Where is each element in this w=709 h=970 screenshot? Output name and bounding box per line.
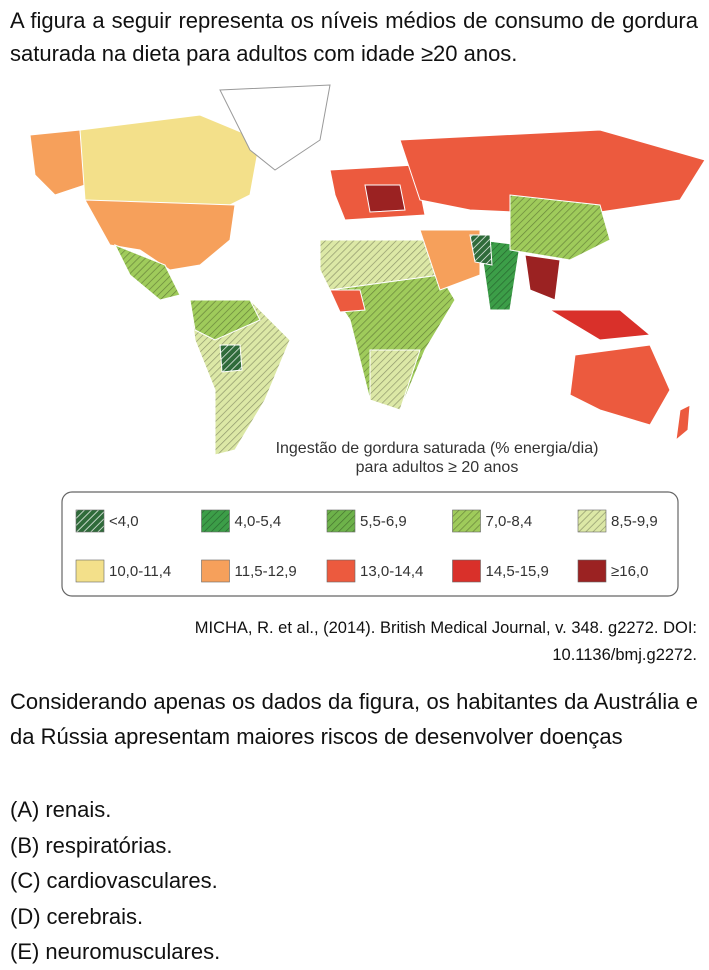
region-southern-africa xyxy=(369,349,421,411)
region-russia xyxy=(399,129,706,216)
legend-swatch xyxy=(326,559,356,583)
region-bolivia xyxy=(219,344,243,373)
legend: <4,0 4,0-5,4 5,5-6,9 7,0-8,4 8,5-9,9 10,0-11,… xyxy=(75,509,658,583)
question-text: Considerando apenas os dados da figura, … xyxy=(10,689,698,749)
option-text: renais. xyxy=(45,797,112,822)
region-middle-east xyxy=(419,229,481,291)
option-text: cardiovasculares. xyxy=(46,868,218,893)
region-alaska xyxy=(29,129,86,196)
legend-swatch xyxy=(452,559,481,583)
legend-swatch xyxy=(452,509,481,533)
region-indonesia xyxy=(548,309,652,341)
option-text: cerebrais. xyxy=(46,903,144,929)
option: (E) neuromusculares. xyxy=(10,934,220,970)
option: (B) respiratórias. xyxy=(10,828,220,864)
region-australia xyxy=(569,344,671,426)
map-figure: Ingestão de gordura saturada (% energia/… xyxy=(29,84,706,597)
citation: MICHA, R. et al., (2014). British Medica… xyxy=(195,615,697,669)
option-letter: (E) xyxy=(10,939,40,964)
world-map xyxy=(29,84,706,456)
legend-label: ≥16,0 xyxy=(611,563,648,580)
region-west-africa xyxy=(329,289,366,313)
options: (A) renais. (B) respiratórias. (C) cardiovasc… xyxy=(10,792,220,970)
intro-text: A figura a seguir representa os níveis m… xyxy=(10,8,698,66)
option: (C) cardiovasculares. xyxy=(10,863,220,899)
option-letter: (B) xyxy=(10,832,40,858)
legend-swatch xyxy=(326,509,356,533)
option-letter: (C) xyxy=(10,868,41,893)
region-south-america-north xyxy=(189,299,261,341)
region-southeast-asia xyxy=(524,254,561,301)
citation-line: MICHA, R. et al., (2014). British Medica… xyxy=(194,619,697,637)
option-text: respiratórias. xyxy=(45,832,173,858)
legend-swatch xyxy=(201,559,230,583)
legend-label: <4,0 xyxy=(109,513,139,530)
option-letter: (D) xyxy=(10,903,41,929)
option-text: neuromusculares. xyxy=(45,939,221,964)
legend-label: 10,0-11,4 xyxy=(109,563,171,580)
legend-caption: para adultos ≥ 20 anos xyxy=(356,459,519,476)
legend-caption: Ingestão de gordura saturada (% energia/… xyxy=(276,440,599,457)
citation-line: 10.1136/bmj.g2272. xyxy=(552,646,697,664)
option: (D) cerebrais. xyxy=(10,899,220,935)
legend-label: 14,5-15,9 xyxy=(486,563,549,580)
region-central-europe xyxy=(364,184,406,213)
region-greenland xyxy=(219,84,331,171)
region-new-zealand xyxy=(675,404,691,442)
option: (A) renais. xyxy=(10,792,220,828)
legend-label: 11,5-12,9 xyxy=(235,563,297,580)
legend-swatch xyxy=(577,509,607,533)
option-letter: (A) xyxy=(10,797,40,822)
region-pakistan xyxy=(469,234,493,266)
legend-label: 4,0-5,4 xyxy=(235,513,282,530)
legend-label: 5,5-6,9 xyxy=(360,513,407,530)
region-china xyxy=(509,194,611,261)
region-usa xyxy=(84,199,236,271)
region-central-america xyxy=(113,244,181,301)
legend-swatch xyxy=(75,559,105,583)
legend-label: 7,0-8,4 xyxy=(486,513,533,530)
legend-swatch xyxy=(75,509,105,533)
legend-label: 13,0-14,4 xyxy=(360,563,423,580)
legend-swatch xyxy=(201,509,230,533)
legend-label: 8,5-9,9 xyxy=(611,513,658,530)
legend-swatch xyxy=(577,559,607,583)
